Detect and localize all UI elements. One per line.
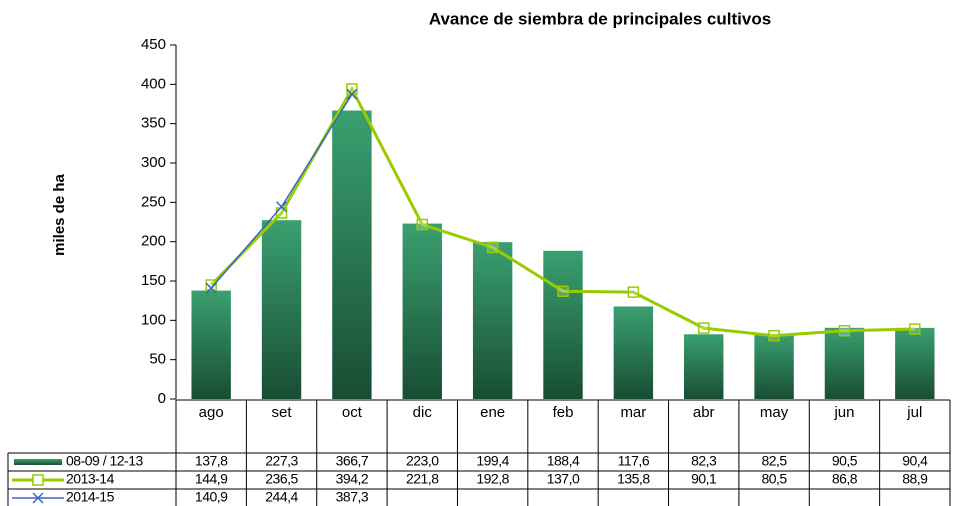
chart-title: Avance de siembra de principales cultivo… — [429, 9, 771, 28]
table-value: 88,9 — [902, 471, 928, 487]
table-value: 199,4 — [476, 453, 509, 469]
line-marker — [627, 286, 640, 298]
y-tick-label: 250 — [141, 193, 166, 210]
y-tick-label: 200 — [141, 233, 166, 250]
x-tick-label: jul — [906, 404, 922, 421]
table-value: 387,3 — [336, 489, 369, 505]
table-value: 188,4 — [547, 453, 580, 469]
table-value: 135,8 — [617, 471, 650, 487]
legend-label: 08-09 / 12-13 — [66, 453, 143, 469]
bar — [895, 327, 935, 399]
y-tick-label: 150 — [141, 272, 166, 289]
table-value: 137,8 — [195, 453, 228, 469]
bar — [613, 306, 654, 399]
table-value: 137,0 — [547, 471, 580, 487]
y-tick-label: 0 — [158, 390, 166, 407]
bar — [191, 290, 231, 399]
legend-label: 2014-15 — [66, 489, 115, 505]
line-marker — [416, 218, 429, 231]
table-value: 223,0 — [406, 453, 439, 469]
x-tick-label: ene — [480, 404, 505, 421]
table-value: 90,5 — [832, 453, 858, 469]
bar — [261, 220, 302, 399]
x-tick-label: feb — [553, 404, 574, 421]
legend-symbol — [32, 492, 44, 504]
x-tick-label: dic — [413, 404, 433, 421]
table-value: 394,2 — [336, 471, 369, 487]
table-value: 244,4 — [265, 489, 298, 505]
y-tick-label: 400 — [141, 75, 166, 92]
series-line — [210, 85, 915, 338]
table-value: 366,7 — [336, 453, 369, 469]
table-value: 192,8 — [476, 471, 509, 487]
table-value: 144,9 — [195, 471, 228, 487]
bar — [684, 334, 724, 399]
y-tick-label: 50 — [149, 351, 166, 368]
bar — [754, 334, 794, 399]
legend-symbol — [32, 474, 44, 486]
x-tick-label: abr — [693, 404, 715, 421]
line-marker — [205, 282, 217, 294]
line-marker — [276, 201, 288, 213]
y-axis-label: miles de ha — [51, 173, 68, 255]
bar — [472, 242, 513, 399]
y-tick-label: 450 — [141, 36, 166, 53]
table-value: 117,6 — [618, 453, 650, 469]
line-marker — [346, 83, 358, 95]
table-value: 82,3 — [691, 453, 717, 469]
line-marker — [205, 279, 217, 291]
line-marker — [768, 329, 780, 342]
line-marker — [697, 322, 710, 334]
line-marker — [557, 285, 569, 297]
bar — [332, 110, 372, 400]
y-tick-label: 300 — [141, 154, 166, 171]
table-value: 140,9 — [195, 489, 228, 505]
table-value: 221,8 — [406, 471, 439, 487]
table-value: 227,3 — [265, 453, 298, 469]
table-value: 82,5 — [761, 453, 787, 469]
line-marker — [346, 88, 358, 100]
x-tick-label: jun — [833, 404, 854, 421]
line-marker — [909, 323, 921, 335]
legend-symbol — [14, 459, 62, 465]
x-tick-label: mar — [620, 404, 646, 421]
table-value: 236,5 — [265, 471, 298, 487]
table-value: 90,1 — [691, 471, 717, 487]
table-value: 80,5 — [761, 471, 787, 487]
line-marker — [486, 241, 499, 254]
table-value: 90,4 — [902, 453, 928, 469]
x-tick-label: set — [272, 404, 293, 421]
x-tick-label: ago — [199, 404, 224, 421]
legend-label: 2013-14 — [66, 471, 115, 487]
y-tick-label: 350 — [141, 115, 166, 132]
bar — [824, 327, 865, 399]
y-tick-label: 100 — [141, 311, 166, 328]
line-marker — [838, 324, 851, 337]
table-value: 86,8 — [832, 471, 858, 487]
bar — [543, 250, 583, 399]
x-tick-label: may — [760, 404, 789, 421]
x-tick-label: oct — [342, 404, 363, 421]
bar — [402, 223, 442, 399]
